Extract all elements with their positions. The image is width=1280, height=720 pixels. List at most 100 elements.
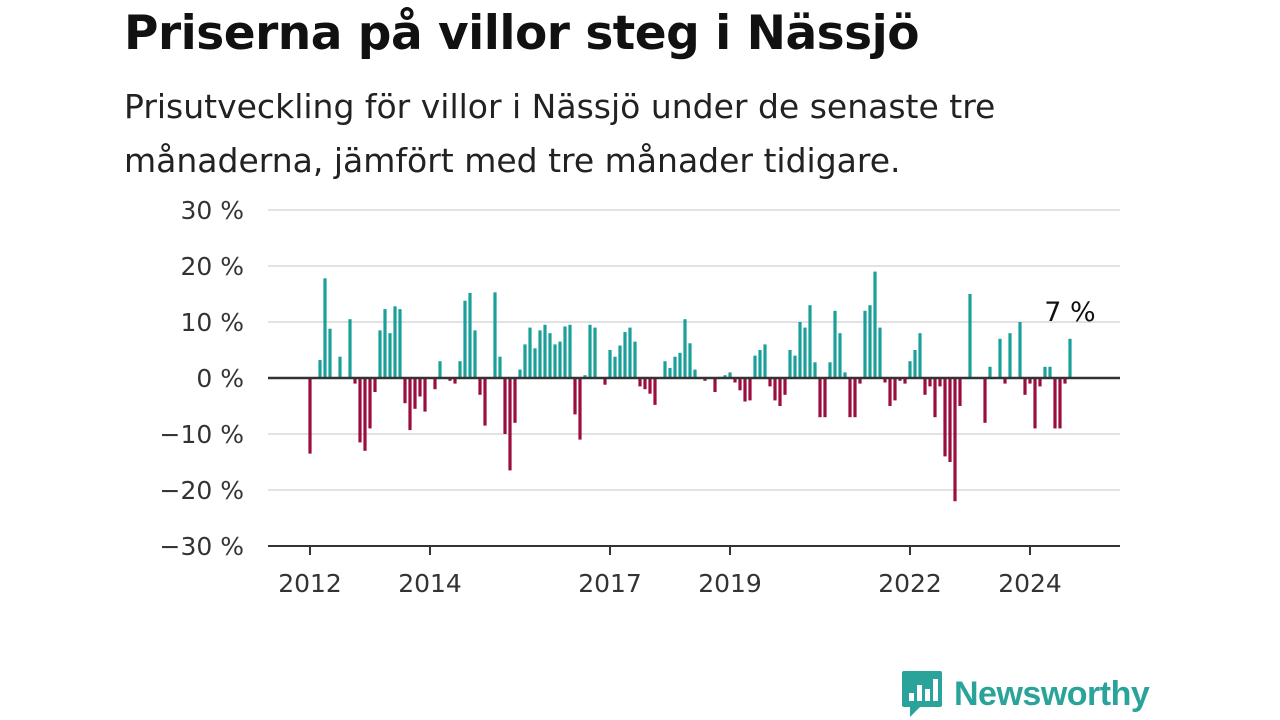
bar: [373, 378, 377, 392]
bar: [933, 378, 937, 418]
bar: [793, 355, 797, 378]
bar: [448, 378, 452, 381]
bar: [773, 378, 777, 401]
bar: [748, 378, 752, 401]
bar: [668, 367, 672, 378]
bar: [433, 378, 437, 390]
bar: [883, 378, 887, 383]
bar: [663, 361, 667, 378]
bar: [983, 378, 987, 423]
bar: [953, 378, 957, 502]
bar: [678, 352, 682, 378]
bar: [423, 378, 427, 412]
bar: [468, 292, 472, 378]
bar: [898, 378, 902, 381]
bar: [958, 378, 962, 406]
y-tick-label: 10 %: [180, 308, 244, 337]
bar: [888, 378, 892, 406]
bar: [393, 306, 397, 378]
bar: [893, 378, 897, 401]
bar: [328, 328, 332, 378]
last-value-annotation: 7 %: [1044, 297, 1095, 328]
bar: [413, 378, 417, 409]
bar: [763, 344, 767, 378]
bar: [858, 378, 862, 384]
x-tick-label: 2022: [878, 569, 942, 598]
bar: [1053, 378, 1057, 429]
bar: [378, 330, 382, 378]
bar: [938, 378, 942, 387]
bar: [683, 319, 687, 378]
x-tick-label: 2012: [278, 569, 342, 598]
bar: [518, 369, 522, 378]
bar: [813, 362, 817, 378]
bar: [573, 378, 577, 415]
bars: [308, 271, 1072, 502]
chart-title: Priserna på villor steg i Nässjö: [124, 6, 920, 61]
bar: [323, 278, 327, 378]
bar: [568, 324, 572, 378]
bar: [548, 333, 552, 378]
bar: [838, 333, 842, 378]
bar: [358, 378, 362, 443]
bar: [498, 356, 502, 378]
bar: [908, 361, 912, 378]
newsworthy-brand[interactable]: Newsworthy: [900, 668, 1150, 720]
axes: 30 % 20 % 10 % 0 % −10 % −20 % −30 % 2012 2014 20…: [160, 196, 1120, 598]
bar: [1038, 378, 1042, 387]
bar: [398, 309, 402, 378]
bar: [738, 378, 742, 391]
bar: [563, 326, 567, 378]
bar: [493, 292, 497, 378]
bar: [583, 375, 587, 378]
bar: [1043, 366, 1047, 378]
bar: [998, 338, 1002, 378]
bar: [753, 355, 757, 378]
bar: [533, 348, 537, 378]
bar: [693, 369, 697, 378]
x-tick-label: 2024: [998, 569, 1062, 598]
bar: [348, 319, 352, 378]
bar: [968, 294, 972, 378]
bar: [808, 305, 812, 378]
bar: [928, 378, 932, 387]
bar: [743, 378, 747, 402]
y-tick-label: 30 %: [180, 196, 244, 225]
bar: [1028, 378, 1032, 384]
bar: [778, 378, 782, 406]
bar: [713, 378, 717, 392]
bar: [723, 375, 727, 378]
y-tick-label: −20 %: [160, 476, 244, 505]
bar: [833, 310, 837, 378]
bar: [403, 378, 407, 404]
bar: [903, 378, 907, 384]
bar: [363, 378, 367, 451]
bar: [318, 360, 322, 378]
bar: [618, 345, 622, 378]
bar: [768, 378, 772, 387]
bar: [673, 356, 677, 378]
bar: [733, 378, 737, 383]
chart-subtitle: Prisutveckling för villor i Nässjö under…: [124, 87, 996, 180]
bar: [438, 361, 442, 378]
bar: [948, 378, 952, 462]
bar: [653, 378, 657, 405]
bar: [703, 378, 707, 381]
bar: [478, 378, 482, 395]
bar: [538, 330, 542, 378]
bar: [863, 310, 867, 378]
bar: [593, 327, 597, 378]
bar: [828, 362, 832, 378]
bar: [1023, 378, 1027, 395]
bar: [513, 378, 517, 423]
bar: [588, 324, 592, 378]
bar: [483, 378, 487, 426]
bar: [1008, 333, 1012, 378]
grid-lines: [268, 209, 1120, 491]
bar: [503, 378, 507, 434]
bar: [688, 343, 692, 378]
bar: [558, 341, 562, 378]
bar: [818, 378, 822, 418]
x-tick-label: 2014: [398, 569, 462, 598]
